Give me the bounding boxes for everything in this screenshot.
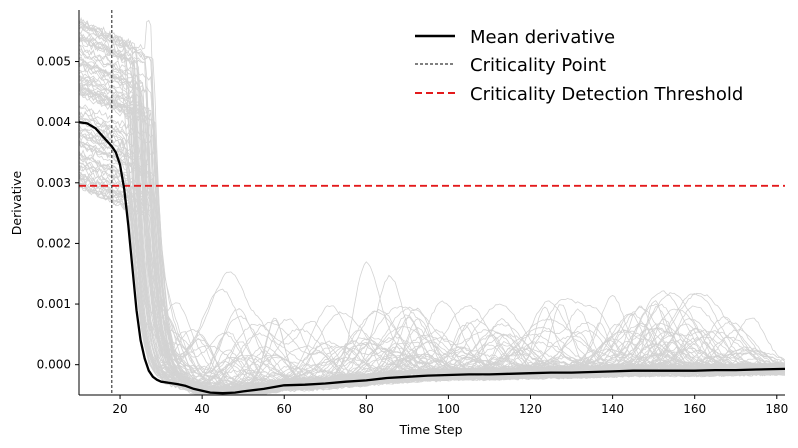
individual-series-line [79,27,785,389]
y-tick-label: 0.001 [37,297,71,311]
x-tick-label: 80 [359,402,374,416]
individual-series-line [79,75,785,382]
mean-derivative-line [79,121,785,395]
x-axis-label: Time Step [398,422,462,437]
individual-series-line [79,58,785,389]
x-tick-label: 60 [277,402,292,416]
x-tick-label: 160 [683,402,706,416]
x-tick-label: 40 [194,402,209,416]
individual-series-line [79,20,785,390]
individual-series-line [79,115,785,389]
x-tick-label: 120 [519,402,542,416]
y-tick-label: 0.000 [37,358,71,372]
mean-series-group [79,121,785,395]
legend-label-threshold: Criticality Detection Threshold [470,84,743,105]
individual-series-line [79,61,785,395]
y-tick-label: 0.005 [37,55,71,69]
x-tick-label: 100 [437,402,460,416]
individual-series-line [79,75,785,395]
x-tick-label: 140 [601,402,624,416]
x-tick-label: 180 [765,402,788,416]
individual-series-line [79,25,785,385]
individual-series-line [79,59,785,395]
y-axis-ticks: 0.000 0.001 0.002 0.003 0.004 0.005 [37,55,79,372]
legend: Mean derivative Criticality Point Critic… [415,27,743,105]
y-axis-label: Derivative [9,170,24,235]
axes [78,10,785,396]
x-axis-ticks: 20 40 60 80 100 120 140 160 180 [112,395,788,416]
individual-series-group [79,16,785,395]
individual-series-line [79,132,785,385]
individual-series-line [79,128,785,391]
individual-series-line [79,133,785,385]
y-tick-label: 0.004 [37,115,71,129]
y-tick-label: 0.002 [37,236,71,250]
individual-series-line [79,56,785,390]
individual-series-line [79,76,785,390]
legend-label-criticality-point: Criticality Point [470,55,606,76]
individual-series-line [79,176,785,392]
y-tick-label: 0.003 [37,176,71,190]
legend-label-mean: Mean derivative [470,27,615,48]
x-tick-label: 20 [112,402,127,416]
